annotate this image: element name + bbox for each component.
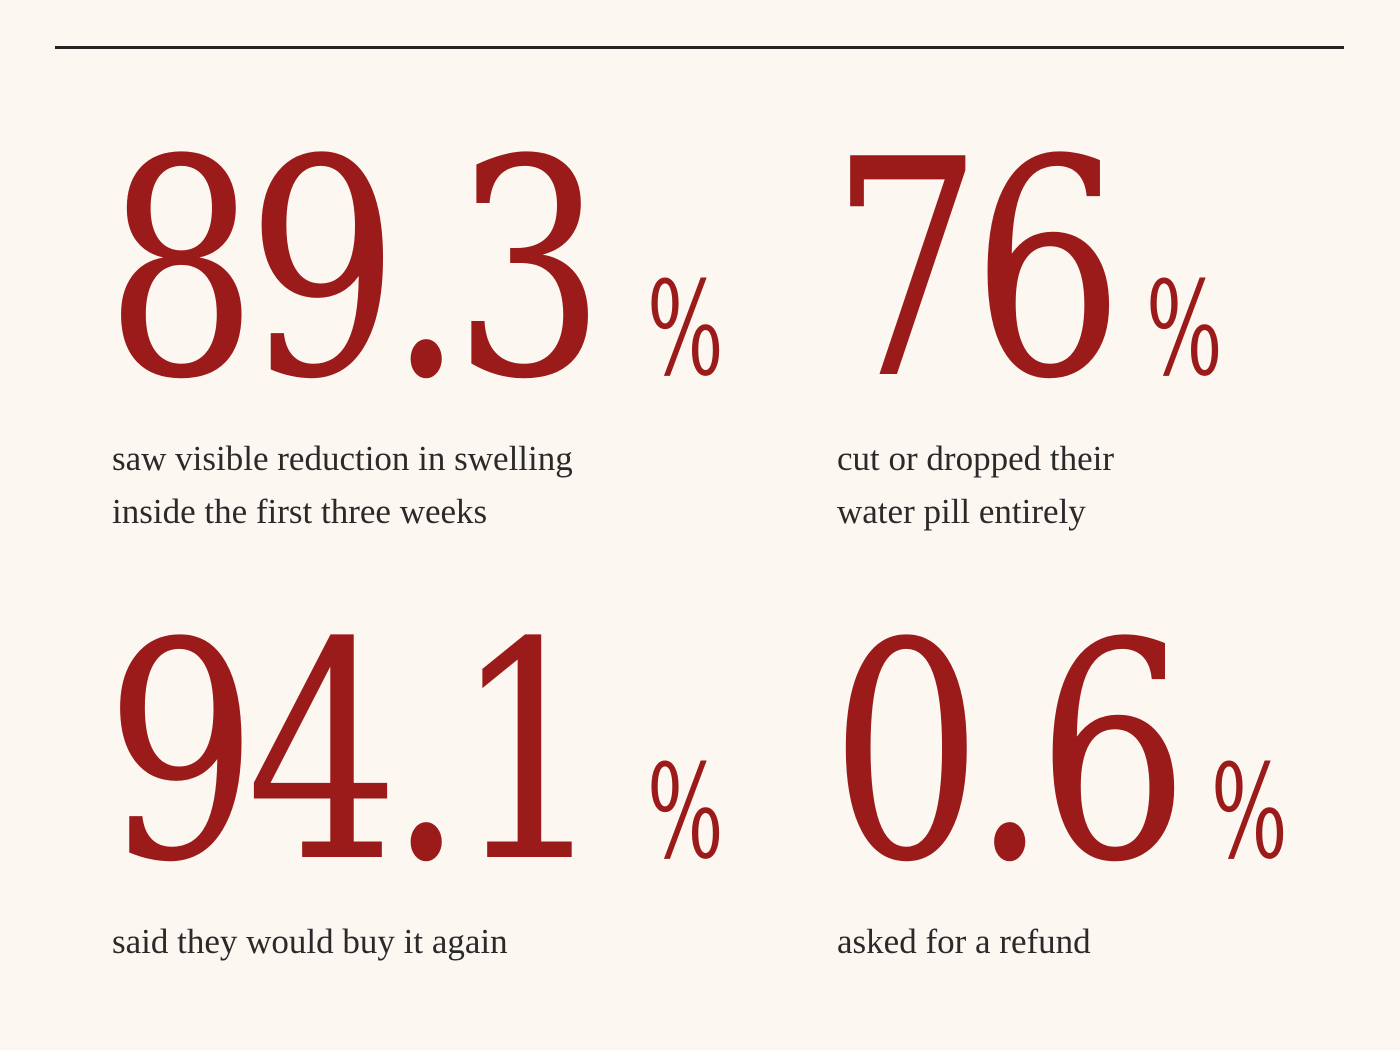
stat-swelling-reduction: 89.3 % saw visible reduction in swelling… [105,96,724,538]
stat-figure: 89.3 % [105,96,724,445]
stat-figure: 76 % [830,96,1400,445]
percent-sign: % [1145,253,1223,405]
stat-caption: cut or dropped their water pill entirely [837,432,1397,538]
stat-number: 0.6 [830,579,1189,928]
stat-number: 76 [830,96,1124,445]
stat-buy-again: 94.1 % said they would buy it again [105,579,724,968]
stat-refund: 0.6 % asked for a refund [830,579,1400,968]
caption-line: asked for a refund [837,922,1091,961]
stat-caption: said they would buy it again [112,915,672,968]
percent-sign: % [646,736,724,888]
stat-water-pill: 76 % cut or dropped their water pill ent… [830,96,1400,538]
caption-line: saw visible reduction in swelling [112,439,573,478]
stat-figure: 94.1 % [105,579,724,928]
stat-caption: asked for a refund [837,915,1397,968]
stat-caption: saw visible reduction in swelling inside… [112,432,672,538]
caption-line: inside the first three weeks [112,492,488,531]
stat-figure: 0.6 % [830,579,1400,928]
top-divider [55,46,1344,49]
stat-number: 89.3 [105,96,606,445]
percent-sign: % [1211,736,1288,888]
caption-line: said they would buy it again [112,922,508,961]
percent-sign: % [646,253,724,405]
caption-line: cut or dropped their [837,439,1114,478]
caption-line: water pill entirely [837,492,1086,531]
stat-number: 94.1 [105,579,606,928]
